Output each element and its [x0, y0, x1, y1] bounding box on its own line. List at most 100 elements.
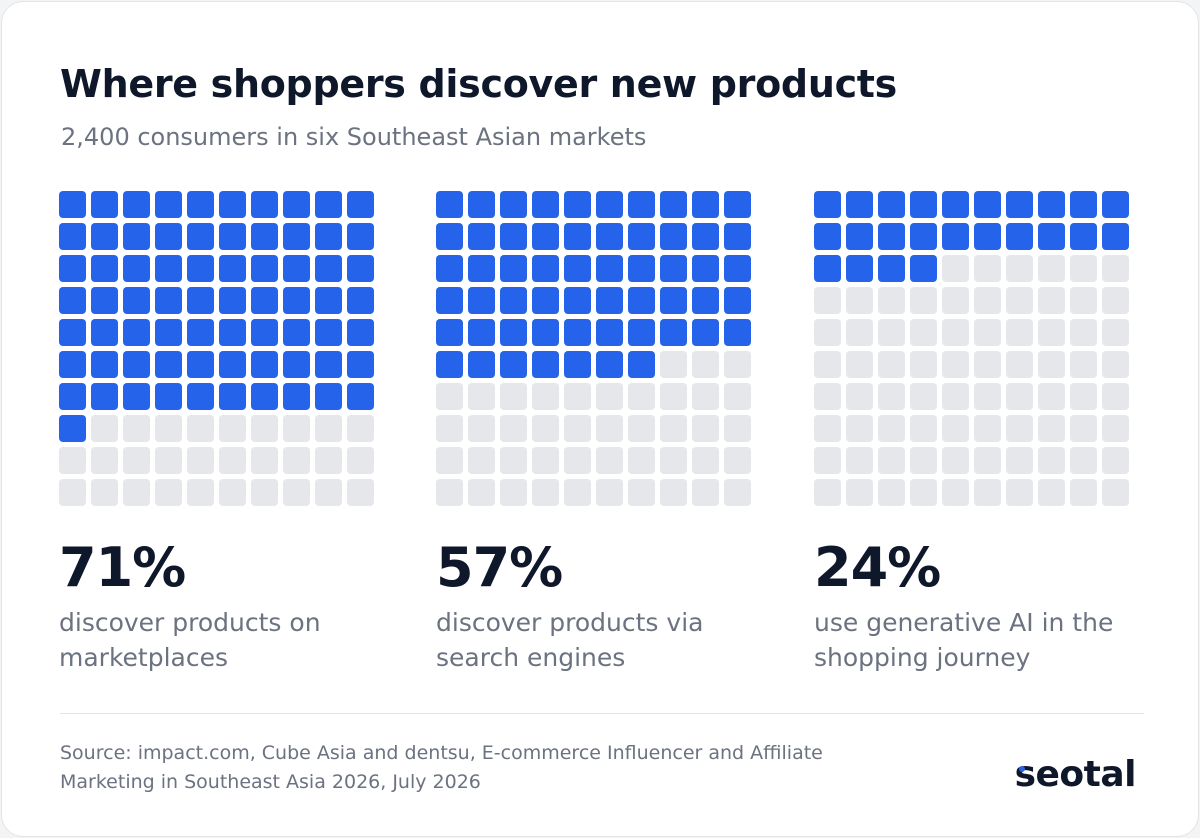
waffle-cell-filled	[660, 255, 687, 282]
waffle-cell-filled	[187, 319, 214, 346]
panel-percent: 24%	[814, 536, 941, 599]
waffle-cell-empty	[155, 479, 182, 506]
waffle-cell-empty	[1070, 415, 1097, 442]
waffle-cell-filled	[814, 191, 841, 218]
waffle-cell-filled	[251, 287, 278, 314]
waffle-cell-filled	[187, 191, 214, 218]
waffle-cell-filled	[724, 255, 751, 282]
waffle-cell-filled	[564, 223, 591, 250]
waffle-cell-empty	[155, 415, 182, 442]
waffle-cell-empty	[910, 351, 937, 378]
waffle-cell-filled	[123, 255, 150, 282]
waffle-cell-filled	[878, 255, 905, 282]
waffle-cell-filled	[187, 351, 214, 378]
waffle-cell-filled	[660, 319, 687, 346]
waffle-cell-empty	[724, 351, 751, 378]
waffle-cell-filled	[91, 319, 118, 346]
waffle-cell-filled	[878, 191, 905, 218]
waffle-cell-empty	[724, 447, 751, 474]
waffle-cell-filled	[219, 191, 246, 218]
waffle-cell-filled	[628, 191, 655, 218]
waffle-cell-filled	[436, 191, 463, 218]
waffle-cell-empty	[1038, 351, 1065, 378]
waffle-cell-filled	[155, 287, 182, 314]
waffle-panel-marketplaces: 71% discover products on marketplaces	[59, 191, 379, 672]
waffle-cell-empty	[532, 479, 559, 506]
waffle-cell-empty	[846, 415, 873, 442]
waffle-cell-empty	[1006, 447, 1033, 474]
waffle-cell-empty	[1070, 479, 1097, 506]
waffle-cell-empty	[660, 351, 687, 378]
waffle-cell-filled	[347, 223, 374, 250]
waffle-cell-empty	[692, 351, 719, 378]
waffle-cell-filled	[596, 255, 623, 282]
waffle-cell-empty	[692, 447, 719, 474]
waffle-cell-empty	[251, 479, 278, 506]
waffle-cell-filled	[315, 319, 342, 346]
waffle-cell-filled	[155, 351, 182, 378]
waffle-cell-empty	[187, 415, 214, 442]
waffle-cell-filled	[974, 223, 1001, 250]
waffle-cell-empty	[123, 447, 150, 474]
waffle-cell-filled	[564, 191, 591, 218]
waffle-cell-filled	[315, 223, 342, 250]
waffle-cell-empty	[1102, 351, 1129, 378]
waffle-cell-filled	[564, 255, 591, 282]
waffle-cell-filled	[596, 287, 623, 314]
waffle-cell-empty	[155, 447, 182, 474]
panel-description: use generative AI in the shopping journe…	[814, 608, 1114, 672]
waffle-cell-filled	[315, 383, 342, 410]
waffle-cell-empty	[974, 415, 1001, 442]
waffle-cell-empty	[974, 447, 1001, 474]
waffle-cell-empty	[814, 415, 841, 442]
waffle-cell-empty	[283, 415, 310, 442]
waffle-cell-filled	[500, 319, 527, 346]
waffle-cell-filled	[91, 351, 118, 378]
waffle-cell-filled	[974, 191, 1001, 218]
waffle-cell-filled	[628, 351, 655, 378]
waffle-cell-filled	[692, 191, 719, 218]
waffle-cell-filled	[532, 351, 559, 378]
waffle-cell-filled	[251, 191, 278, 218]
waffle-cell-filled	[155, 191, 182, 218]
waffle-cell-empty	[692, 415, 719, 442]
waffle-cell-empty	[846, 287, 873, 314]
waffle-cell-filled	[59, 319, 86, 346]
waffle-cell-filled	[596, 223, 623, 250]
waffle-cell-filled	[532, 223, 559, 250]
waffle-cell-empty	[878, 319, 905, 346]
waffle-cell-empty	[1070, 447, 1097, 474]
waffle-cell-empty	[564, 383, 591, 410]
waffle-cell-filled	[219, 287, 246, 314]
waffle-cell-filled	[347, 287, 374, 314]
waffle-cell-empty	[1006, 255, 1033, 282]
waffle-cell-empty	[1070, 351, 1097, 378]
waffle-cell-empty	[660, 415, 687, 442]
waffle-cell-empty	[596, 383, 623, 410]
waffle-cell-filled	[123, 383, 150, 410]
waffle-cell-filled	[123, 319, 150, 346]
waffle-cell-filled	[283, 383, 310, 410]
waffle-cell-filled	[532, 319, 559, 346]
waffle-cell-empty	[468, 479, 495, 506]
logo-accent-dot	[1018, 766, 1025, 772]
waffle-cell-empty	[724, 479, 751, 506]
waffle-cell-empty	[91, 447, 118, 474]
waffle-cell-filled	[251, 383, 278, 410]
waffle-cell-empty	[878, 351, 905, 378]
waffle-cell-filled	[724, 319, 751, 346]
waffle-cell-empty	[942, 319, 969, 346]
waffle-cell-filled	[468, 255, 495, 282]
waffle-cell-empty	[1102, 447, 1129, 474]
panel-percent: 57%	[436, 536, 563, 599]
waffle-cell-empty	[347, 415, 374, 442]
waffle-cell-filled	[692, 223, 719, 250]
waffle-cell-empty	[814, 479, 841, 506]
waffle-cell-empty	[1006, 351, 1033, 378]
waffle-cell-filled	[123, 223, 150, 250]
waffle-cell-empty	[1038, 287, 1065, 314]
brand-name: seotal	[1014, 754, 1137, 795]
waffle-cell-filled	[155, 223, 182, 250]
waffle-cell-filled	[468, 287, 495, 314]
waffle-cell-filled	[59, 351, 86, 378]
